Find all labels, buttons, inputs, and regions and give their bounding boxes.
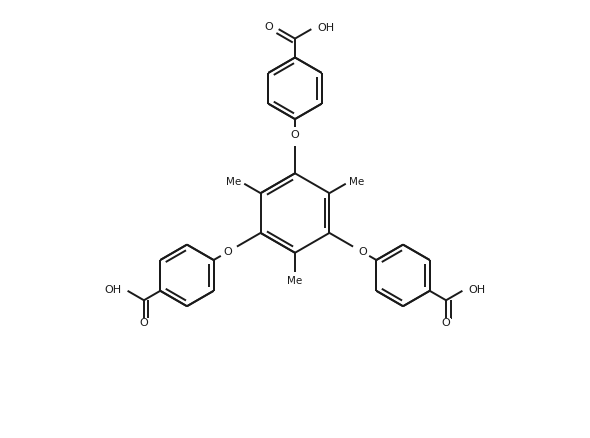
- Text: OH: OH: [105, 285, 122, 295]
- Text: O: O: [140, 318, 148, 328]
- Text: O: O: [223, 247, 232, 257]
- Text: Me: Me: [287, 276, 303, 286]
- Text: OH: OH: [317, 23, 334, 33]
- Text: O: O: [358, 247, 367, 257]
- Text: OH: OH: [468, 285, 485, 295]
- Text: Me: Me: [349, 177, 365, 187]
- Text: O: O: [291, 130, 299, 140]
- Text: O: O: [264, 22, 273, 32]
- Text: Me: Me: [225, 177, 241, 187]
- Text: O: O: [442, 318, 450, 328]
